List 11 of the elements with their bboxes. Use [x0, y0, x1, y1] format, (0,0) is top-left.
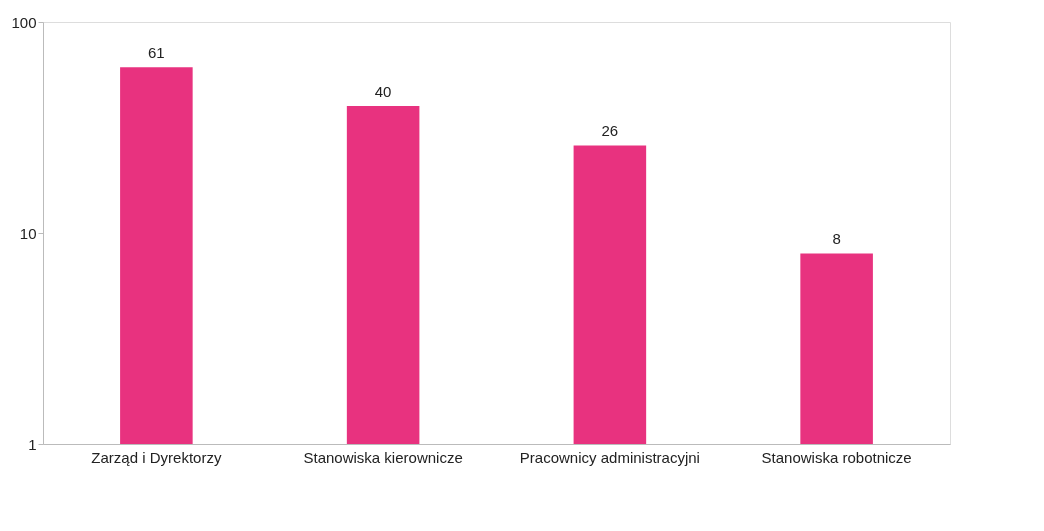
x-tick-label: Pracownicy administracyjni — [519, 448, 700, 466]
data-label: 61 — [148, 44, 165, 62]
data-label: 26 — [601, 122, 619, 140]
x-tick-label: Stanowiska kierownicze — [303, 448, 463, 466]
y-tick-label: 1 — [28, 435, 37, 453]
x-tick-label: Stanowiska robotnicze — [761, 448, 912, 466]
y-tick-label: 100 — [11, 13, 37, 31]
y-tick-label: 10 — [19, 224, 37, 242]
data-label: 8 — [832, 230, 841, 248]
data-label: 40 — [374, 82, 392, 100]
x-tick-label: Zarząd i Dyrektorzy — [91, 448, 222, 466]
